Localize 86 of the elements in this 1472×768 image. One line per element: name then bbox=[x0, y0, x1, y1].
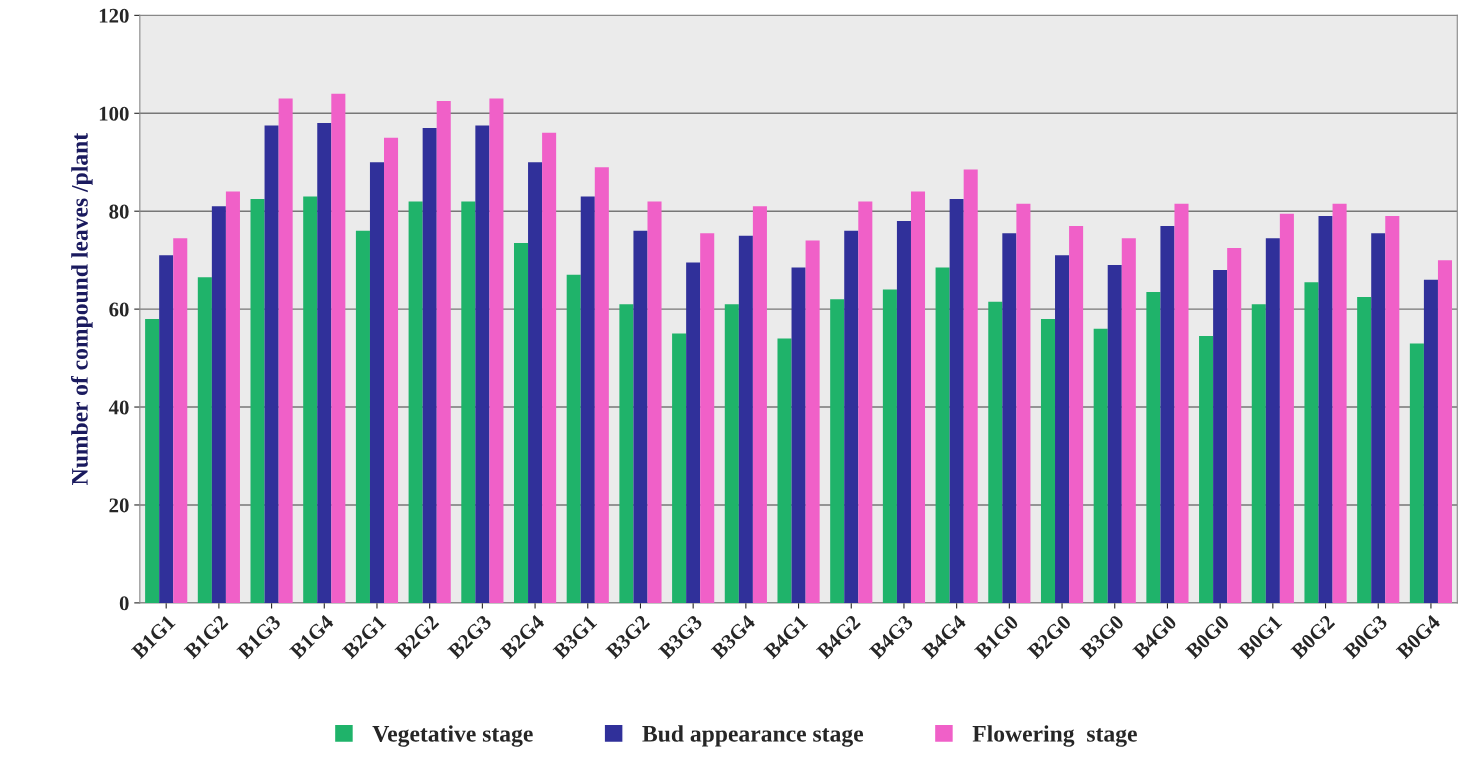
bar bbox=[896, 220, 911, 603]
bar bbox=[250, 198, 265, 603]
bar bbox=[408, 201, 423, 603]
bar bbox=[580, 196, 595, 603]
bar bbox=[910, 191, 926, 603]
bar bbox=[805, 240, 820, 603]
bar bbox=[647, 201, 662, 603]
bar bbox=[594, 167, 609, 603]
y-axis-title: Number of compound leaves /plant bbox=[70, 132, 93, 485]
bar bbox=[436, 101, 451, 603]
bar bbox=[700, 233, 715, 603]
bar bbox=[461, 201, 476, 603]
bar bbox=[542, 132, 557, 603]
bar bbox=[475, 125, 490, 603]
bar bbox=[738, 235, 753, 603]
bar bbox=[858, 201, 873, 603]
bar bbox=[1409, 343, 1424, 603]
bar bbox=[830, 299, 845, 603]
bar bbox=[844, 230, 859, 603]
bar bbox=[528, 162, 543, 603]
bar bbox=[384, 137, 399, 603]
bar bbox=[1107, 265, 1122, 603]
bar bbox=[1318, 216, 1333, 603]
bar bbox=[1251, 304, 1266, 603]
bar bbox=[1371, 233, 1386, 603]
bar bbox=[1385, 216, 1400, 603]
bar bbox=[672, 333, 687, 603]
legend-label: Flowering stage bbox=[972, 725, 1137, 747]
bar bbox=[988, 301, 1003, 603]
bar bbox=[566, 274, 581, 603]
bar bbox=[1093, 328, 1108, 603]
y-tick-label: 80 bbox=[109, 204, 129, 219]
bar bbox=[791, 267, 806, 603]
bar bbox=[1199, 336, 1214, 603]
bar bbox=[1279, 213, 1294, 603]
y-tick-label: 40 bbox=[108, 400, 129, 415]
bar bbox=[355, 230, 370, 603]
bar bbox=[935, 267, 950, 603]
bar bbox=[264, 125, 279, 603]
y-tick-label: 20 bbox=[109, 498, 129, 513]
y-tick-label: 100 bbox=[99, 106, 129, 121]
bar bbox=[633, 230, 648, 603]
bar bbox=[1437, 260, 1453, 603]
bar bbox=[278, 98, 293, 603]
bar bbox=[1121, 238, 1136, 603]
bar bbox=[882, 289, 897, 603]
bar bbox=[1040, 318, 1056, 603]
bar bbox=[225, 191, 240, 603]
bar bbox=[1304, 282, 1319, 603]
y-tick-label: 120 bbox=[99, 8, 129, 23]
bar bbox=[145, 318, 160, 603]
bar bbox=[1002, 233, 1017, 603]
bar bbox=[1146, 291, 1161, 603]
bar bbox=[777, 338, 792, 603]
bar bbox=[724, 304, 739, 603]
legend-label: Bud appearance stage bbox=[642, 725, 864, 747]
bar bbox=[752, 206, 767, 603]
bar bbox=[619, 304, 634, 603]
y-tick-label: 60 bbox=[109, 302, 129, 317]
bar bbox=[1332, 203, 1347, 603]
bar bbox=[303, 196, 318, 603]
bar bbox=[686, 262, 701, 603]
bar bbox=[1227, 247, 1242, 603]
bar bbox=[1357, 296, 1372, 603]
bar bbox=[1016, 203, 1031, 603]
bar bbox=[197, 277, 212, 603]
y-tick-label: 0 bbox=[119, 596, 129, 611]
bar bbox=[211, 206, 226, 603]
legend-label: Vegetative stage bbox=[372, 725, 533, 747]
bar bbox=[1069, 225, 1084, 603]
bar bbox=[489, 98, 504, 603]
bar bbox=[369, 162, 385, 603]
bar bbox=[1055, 255, 1070, 603]
bar bbox=[331, 93, 346, 603]
bar bbox=[173, 238, 188, 603]
bar bbox=[1423, 279, 1438, 603]
bar bbox=[1160, 225, 1175, 603]
bar bbox=[513, 243, 529, 603]
bar bbox=[963, 169, 978, 603]
bar bbox=[422, 127, 437, 603]
bar bbox=[949, 198, 964, 603]
bar bbox=[159, 255, 174, 603]
bar bbox=[1174, 203, 1189, 603]
bar bbox=[1213, 269, 1228, 603]
bar bbox=[1265, 238, 1280, 603]
bar bbox=[317, 123, 332, 603]
